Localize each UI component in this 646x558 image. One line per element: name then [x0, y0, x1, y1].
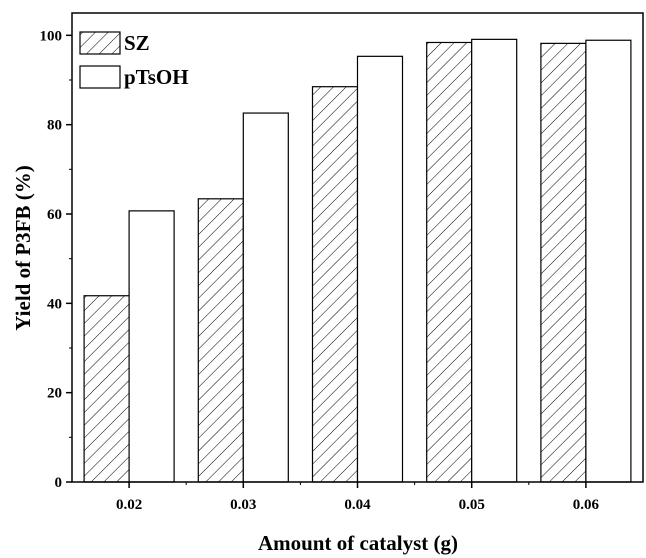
- bar-sz-0.05: [426, 41, 473, 483]
- bar-ptsoh-0.06: [585, 39, 632, 483]
- x-axis-title: Amount of catalyst (g): [258, 531, 458, 555]
- bar-ptsoh-0.03: [242, 112, 289, 483]
- y-tick-label: 20: [47, 386, 62, 402]
- x-tick-label: 0.05: [459, 497, 485, 513]
- bars-group: [83, 38, 632, 483]
- y-tick-label: 100: [40, 28, 63, 44]
- x-tick-label: 0.04: [344, 497, 371, 513]
- bar-sz-0.06: [540, 42, 587, 483]
- y-tick-label: 40: [47, 296, 62, 312]
- x-tick-label: 0.06: [573, 497, 600, 513]
- x-axis: 0.02 0.03 0.04 0.05 0.06: [116, 482, 600, 513]
- y-tick-label: 80: [47, 118, 62, 134]
- bar-sz-0.04: [311, 86, 359, 483]
- legend-label-sz: SZ: [124, 31, 150, 55]
- y-axis: 0 20 40 60 80 100: [40, 28, 72, 491]
- bar-sz-0.03: [197, 198, 244, 483]
- x-tick-label: 0.03: [230, 497, 256, 513]
- bar-sz-0.02: [83, 295, 130, 483]
- legend: SZ pTsOH: [79, 31, 189, 89]
- y-tick-label: 60: [47, 207, 62, 223]
- y-axis-title: Yield of P3FB (%): [11, 165, 35, 330]
- bar-ptsoh-0.04: [356, 55, 404, 483]
- legend-swatch-ptsoh: [79, 65, 121, 89]
- legend-label-ptsoh: pTsOH: [124, 65, 189, 89]
- legend-swatch-sz: [79, 31, 121, 55]
- y-tick-label: 0: [55, 475, 63, 491]
- bar-ptsoh-0.05: [471, 38, 518, 483]
- x-tick-label: 0.02: [116, 497, 142, 513]
- bar-ptsoh-0.02: [128, 210, 175, 483]
